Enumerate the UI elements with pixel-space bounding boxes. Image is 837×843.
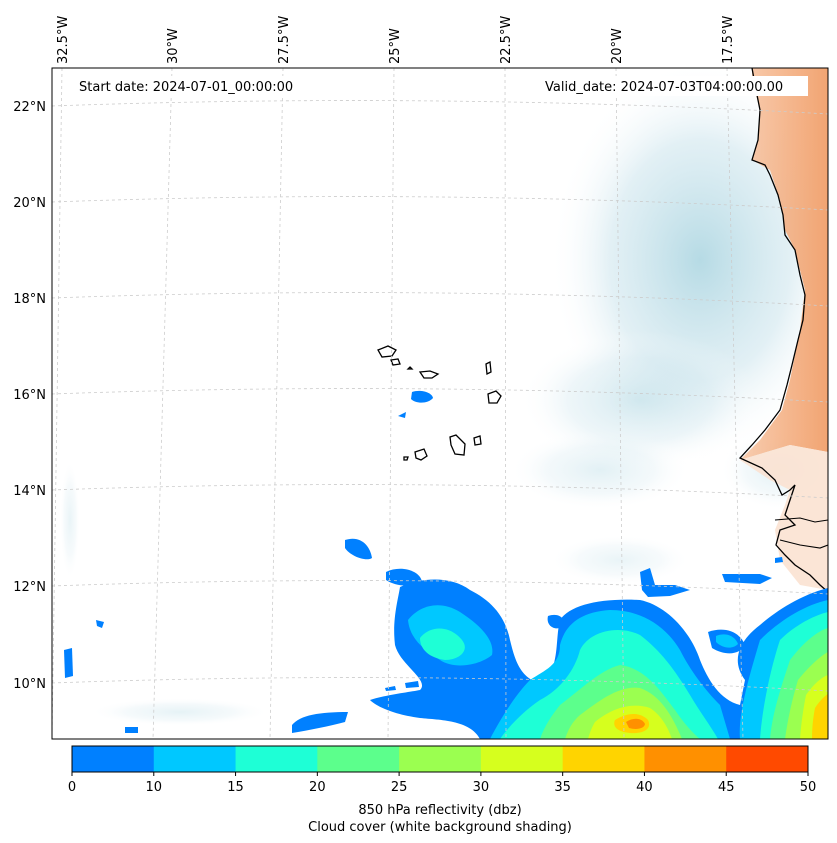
cape-verde-islands bbox=[377, 345, 502, 461]
colorbar: 0 10 15 20 25 30 35 40 45 50 850 hPa reflectivity… bbox=[68, 745, 816, 835]
cloud-cover-shading bbox=[60, 68, 828, 726]
longitude-labels: 32.5°W 30°W 27.5°W 25°W 22.5°W 20°W 17.5… bbox=[56, 16, 736, 64]
lon-label-30w: 30°W bbox=[166, 28, 181, 64]
colorbar-tick-label: 35 bbox=[554, 780, 571, 795]
valid-date-annotation: Valid_date: 2024-07-03T04:00:00.00 bbox=[538, 76, 808, 96]
colorbar-tick-label: 50 bbox=[800, 780, 817, 795]
colorbar-frame bbox=[71, 745, 809, 773]
lon-label-17-5w: 17.5°W bbox=[721, 16, 736, 64]
colorbar-swatch bbox=[644, 746, 727, 772]
lon-label-22-5w: 22.5°W bbox=[499, 16, 514, 64]
colorbar-swatches bbox=[72, 746, 809, 772]
map-frame bbox=[51, 67, 829, 740]
colorbar-tick-label: 45 bbox=[718, 780, 735, 795]
colorbar-swatch bbox=[235, 746, 318, 772]
colorbar-swatch bbox=[153, 746, 237, 772]
lat-label-20n: 20°N bbox=[13, 196, 46, 211]
lon-label-32-5w: 32.5°W bbox=[56, 16, 71, 64]
lat-label-10n: 10°N bbox=[13, 677, 46, 692]
start-date-annotation: Start date: 2024-07-01_00:00:00 bbox=[72, 76, 316, 96]
lon-label-20w: 20°W bbox=[610, 28, 625, 64]
reflectivity-field bbox=[64, 390, 828, 739]
lat-label-22n: 22°N bbox=[13, 100, 46, 115]
colorbar-ticks: 0 10 15 20 25 30 35 40 45 50 bbox=[68, 772, 816, 795]
colorbar-tick-label: 15 bbox=[227, 780, 244, 795]
map-panel bbox=[51, 67, 829, 740]
african-land bbox=[740, 68, 828, 460]
colorbar-swatch bbox=[399, 746, 482, 772]
lat-label-12n: 12°N bbox=[13, 580, 46, 595]
valid-date-text: Valid_date: 2024-07-03T04:00:00.00 bbox=[545, 80, 783, 95]
colorbar-sublabel: Cloud cover (white background shading) bbox=[308, 820, 572, 835]
colorbar-tick-label: 40 bbox=[636, 780, 653, 795]
colorbar-swatch bbox=[317, 746, 400, 772]
lon-label-25w: 25°W bbox=[388, 28, 403, 64]
colorbar-swatch bbox=[480, 746, 564, 772]
lon-label-27-5w: 27.5°W bbox=[277, 16, 292, 64]
lat-label-18n: 18°N bbox=[13, 292, 46, 307]
colorbar-swatch bbox=[726, 746, 809, 772]
colorbar-tick-label: 0 bbox=[68, 780, 76, 795]
start-date-text: Start date: 2024-07-01_00:00:00 bbox=[79, 80, 293, 95]
colorbar-tick-label: 30 bbox=[473, 780, 490, 795]
latitude-labels: 22°N 20°N 18°N 16°N 14°N 12°N 10°N bbox=[13, 100, 46, 692]
lat-label-14n: 14°N bbox=[13, 484, 46, 499]
graticule bbox=[51, 67, 829, 740]
colorbar-swatch bbox=[72, 746, 155, 772]
lat-label-16n: 16°N bbox=[13, 388, 46, 403]
colorbar-tick-label: 20 bbox=[309, 780, 326, 795]
colorbar-tick-label: 10 bbox=[146, 780, 163, 795]
african-land-south bbox=[740, 445, 828, 590]
colorbar-tick-label: 25 bbox=[391, 780, 408, 795]
colorbar-swatch bbox=[562, 746, 645, 772]
coastline bbox=[738, 68, 828, 593]
colorbar-label: 850 hPa reflectivity (dbz) bbox=[358, 803, 521, 818]
